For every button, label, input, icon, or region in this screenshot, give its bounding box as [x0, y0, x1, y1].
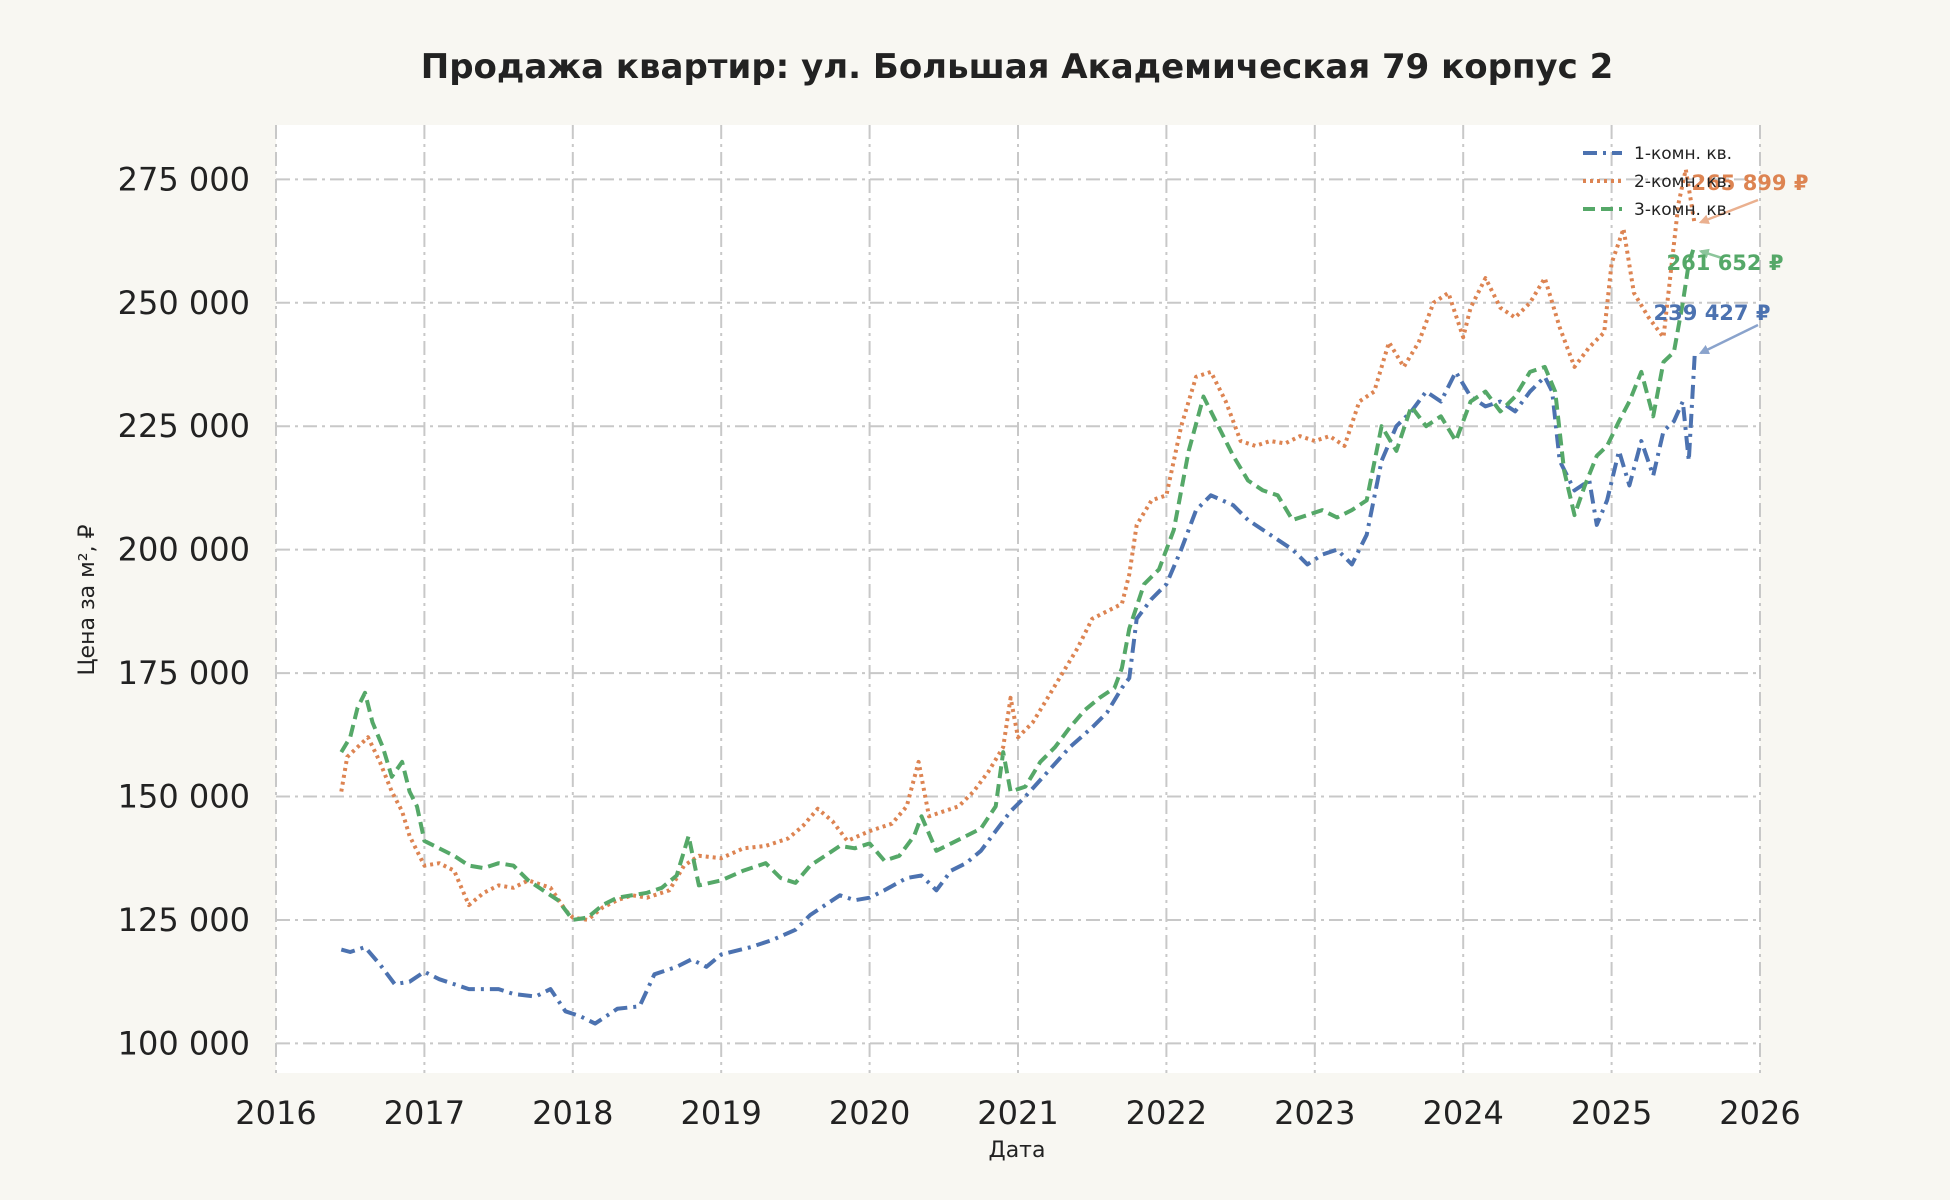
y-tick-label: 225 000	[118, 407, 250, 445]
legend-label: 1-комн. кв.	[1634, 144, 1732, 164]
y-tick-label: 275 000	[118, 160, 250, 198]
y-tick-label: 250 000	[118, 284, 250, 322]
series-line-2	[339, 167, 1697, 922]
y-axis-label: Цена за м², ₽	[75, 524, 100, 675]
x-tick-label: 2025	[1571, 1094, 1652, 1132]
y-tick-label: 125 000	[118, 901, 250, 939]
x-tick-label: 2020	[829, 1094, 910, 1132]
series-lines	[339, 167, 1697, 1026]
grid	[275, 125, 1761, 1073]
y-tick-label: 100 000	[118, 1024, 250, 1062]
series-line-1	[340, 354, 1697, 1026]
last-value-label: 239 427 ₽	[1654, 301, 1771, 325]
x-tick-label: 2019	[680, 1094, 761, 1132]
x-tick-label: 2022	[1126, 1094, 1207, 1132]
x-tick-label: 2021	[977, 1094, 1058, 1132]
last-value-label: 261 652 ₽	[1667, 251, 1784, 275]
y-tick-label: 150 000	[118, 778, 250, 816]
chart-title: Продажа квартир: ул. Большая Академическ…	[421, 47, 1614, 87]
annotations: 265 899 ₽ 261 652 ₽ 239 427 ₽	[1654, 171, 1809, 355]
legend-label: 3-комн. кв.	[1634, 200, 1732, 220]
x-tick-label: 2023	[1274, 1094, 1355, 1132]
axis-ticks: 2016 2017 2018 2019 2020 2021 2022 2023 2024 2025…	[118, 160, 1801, 1132]
last-value-label: 265 899 ₽	[1692, 171, 1809, 195]
annotation-arrow	[1698, 248, 1723, 260]
y-tick-label: 175 000	[118, 654, 250, 692]
x-tick-label: 2017	[384, 1094, 465, 1132]
x-tick-label: 2024	[1422, 1094, 1503, 1132]
x-tick-label: 2018	[532, 1094, 613, 1132]
annotation-arrow	[1698, 198, 1759, 225]
series-line-3	[339, 244, 1697, 922]
legend-label: 2-комн. кв.	[1634, 172, 1732, 192]
x-tick-label: 2026	[1719, 1094, 1800, 1132]
legend: 1-комн. кв. 2-комн. кв. 3-комн. кв.	[1583, 144, 1732, 220]
x-axis-label: Дата	[989, 1138, 1046, 1163]
x-tick-label: 2016	[235, 1094, 316, 1132]
annotation-arrow	[1698, 323, 1759, 355]
y-tick-label: 200 000	[118, 531, 250, 569]
